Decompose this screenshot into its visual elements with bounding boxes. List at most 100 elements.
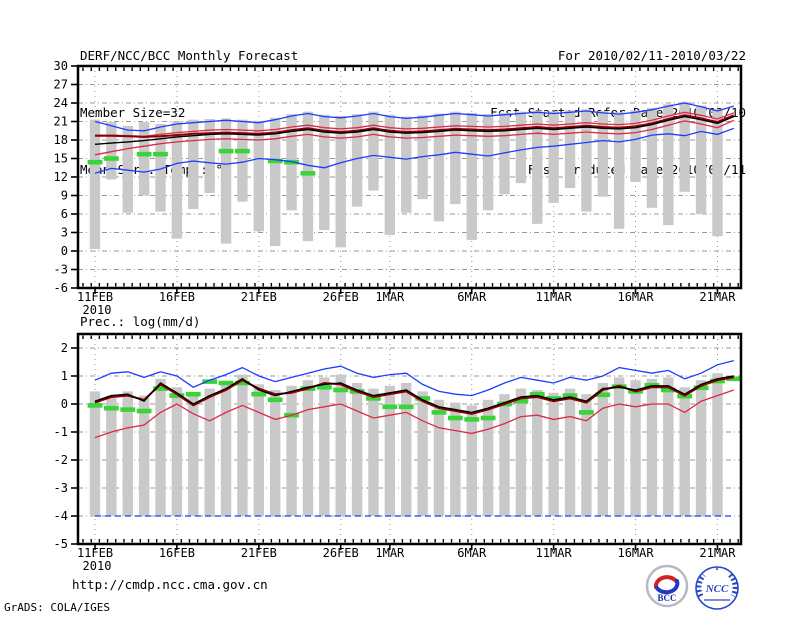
member-spread-bar (401, 116, 412, 213)
y-tick-label: 0 (61, 244, 68, 258)
member-spread-bar (646, 378, 658, 516)
member-spread-bar (204, 119, 215, 194)
member-spread-bar (712, 373, 723, 516)
forecast-lines (94, 102, 735, 174)
member-spread-bar (155, 123, 166, 212)
member-spread-bar (335, 115, 346, 248)
member-spread-bar (679, 387, 690, 516)
member-spread-bar (368, 111, 379, 191)
x-tick-label: 21MAR (699, 290, 736, 304)
x-tick-label: 1MAR (375, 546, 405, 560)
mean-minus-std-line (94, 119, 735, 156)
member-spread-bar (433, 113, 445, 222)
member-spread-bar (237, 374, 248, 516)
y-tick-label: 18 (54, 133, 68, 147)
x-tick-label: 26FEB (323, 290, 359, 304)
member-spread-bar (171, 387, 183, 516)
member-spread-bar (171, 121, 183, 239)
member-spread-bar (646, 107, 658, 208)
ensemble-min-line (94, 127, 735, 174)
member-spread-bar (433, 399, 445, 516)
observation-dashes (87, 148, 316, 176)
y-tick-label: 24 (54, 96, 68, 110)
y-tick-label: 1 (61, 369, 68, 383)
member-spread-bar (351, 114, 363, 207)
member-spread-bar (564, 388, 576, 516)
member-spread-bar (188, 119, 199, 210)
member-spread-bar (466, 112, 477, 240)
member-spread-bar (564, 110, 576, 189)
x-tick-label: 1MAR (375, 290, 405, 304)
plot-frame (76, 64, 743, 290)
member-spread-bar (237, 119, 248, 202)
y-tick-label: 21 (54, 115, 68, 129)
ensemble-max-line (94, 359, 734, 397)
member-spread-bar (482, 114, 494, 211)
website-url: http://cmdp.ncc.cma.gov.cn (72, 577, 268, 592)
member-spread-bar (253, 120, 264, 232)
member-spread-bar (466, 405, 477, 516)
precip-chart-title: Prec.: log(mm/d) (80, 314, 201, 329)
member-spread-bar (368, 388, 379, 516)
x-tick-year-label: 2010 (83, 559, 112, 573)
member-size-label: Member Size=32 (80, 105, 186, 120)
member-spread-bar (351, 383, 363, 516)
minor-ticks (82, 335, 739, 543)
y-tick-label: 2 (61, 341, 68, 355)
member-spread-bar (384, 114, 396, 235)
x-tick-label: 26FEB (323, 546, 359, 560)
member-spread-bar (384, 385, 396, 516)
x-tick-label: 21FEB (241, 290, 277, 304)
member-spread-bar (679, 101, 690, 192)
y-tick-label: -3 (54, 263, 68, 277)
member-spread-bar (597, 111, 608, 197)
member-spread-bar (630, 380, 641, 516)
member-spread-bar (302, 380, 314, 516)
y-axis: 2 1 0 -1 -2 -3 -4 -5 (54, 341, 77, 551)
member-spread-bar (548, 392, 559, 516)
member-spread-bar (417, 391, 428, 516)
y-tick-label: 3 (61, 226, 68, 240)
member-spread-bar (450, 402, 461, 516)
member-spread-bar (253, 384, 264, 516)
mean-plus-std-line (95, 111, 735, 137)
y-tick-label: -4 (54, 509, 68, 523)
x-tick-label: 21MAR (699, 546, 736, 560)
ncc-wreath-left (696, 573, 706, 598)
member-spread-bar (613, 377, 625, 516)
member-spread-bar (401, 383, 412, 516)
x-tick-label: 16MAR (617, 290, 654, 304)
member-spread-bar (450, 111, 461, 205)
member-spread-bar (548, 111, 559, 203)
grads-credit: GrADS: COLA/IGES (4, 601, 110, 614)
member-spread-bar (515, 111, 527, 184)
x-tick-label: 6MAR (457, 290, 487, 304)
bcc-logo: BCC (645, 564, 689, 608)
member-spread-bar (663, 377, 674, 516)
member-spread-bar (220, 118, 232, 244)
member-spread-bar (106, 395, 117, 516)
y-tick-label: 9 (61, 189, 68, 203)
ensemble-mean-line (94, 375, 734, 414)
y-tick-label: 0 (61, 397, 68, 411)
member-spread-bar (597, 383, 608, 516)
ncc-wreath-right (728, 573, 738, 598)
plot-frame (76, 332, 743, 546)
member-spread-bar (482, 399, 494, 516)
member-spread-bar (302, 111, 314, 242)
ensemble-max-line (94, 102, 734, 132)
y-tick-label: 15 (54, 152, 68, 166)
member-spread-bar (581, 394, 592, 516)
member-spread-bar (155, 378, 166, 516)
member-spread-bar (188, 395, 199, 516)
mean-minus-std-line (94, 389, 735, 439)
x-tick-label: 16FEB (159, 290, 195, 304)
bcc-blue-swirl (655, 579, 680, 595)
member-spread-bar (695, 105, 707, 214)
ncc-logo: NCC (695, 566, 739, 610)
member-spread-bar (204, 388, 215, 516)
